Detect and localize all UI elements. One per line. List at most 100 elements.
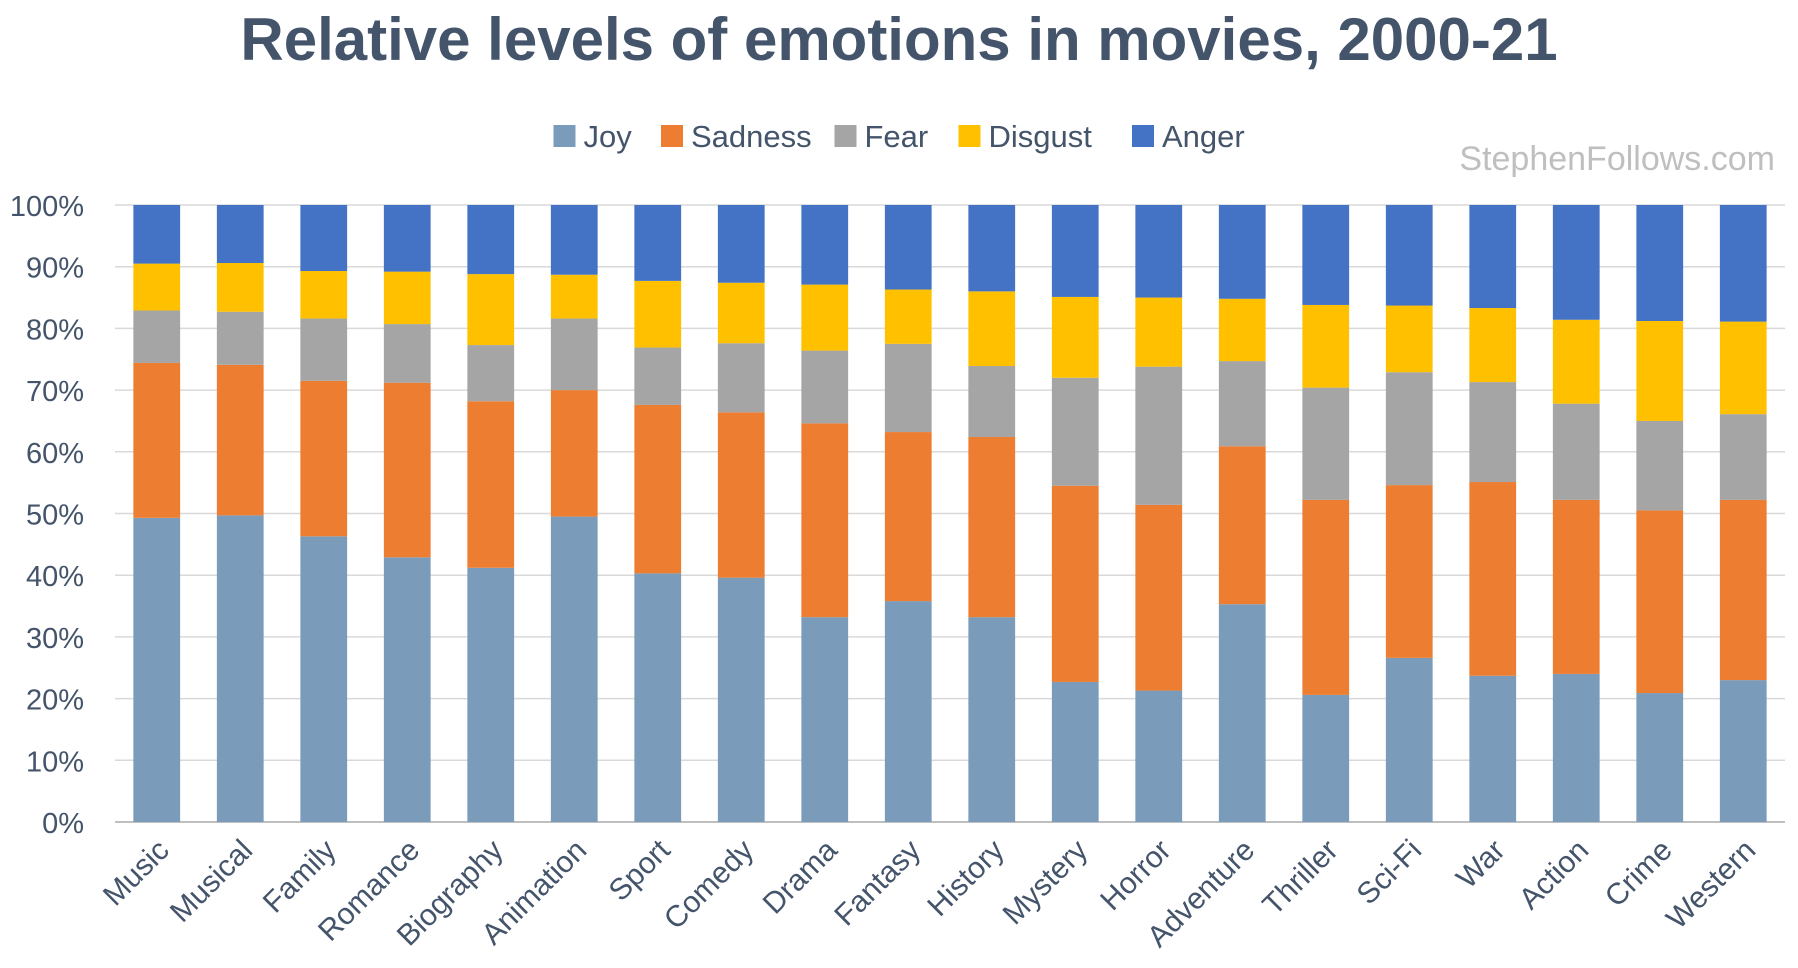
bar-anger-comedy xyxy=(717,205,765,283)
x-tick-label: Musical xyxy=(164,834,259,929)
y-tick-label: 50% xyxy=(26,500,84,532)
bar-fear-drama xyxy=(801,350,849,424)
legend-label: Sadness xyxy=(691,119,812,154)
y-tick-label: 0% xyxy=(42,808,84,840)
legend-swatch xyxy=(661,125,683,147)
bar-fear-western xyxy=(1719,414,1767,500)
bar-sadness-fantasy xyxy=(884,432,932,602)
bar-disgust-musical xyxy=(216,263,264,312)
bar-anger-western xyxy=(1719,205,1767,322)
bar-sadness-thriller xyxy=(1302,499,1350,695)
legend-item-joy: Joy xyxy=(553,119,633,154)
bars xyxy=(133,205,1767,822)
bar-sadness-action xyxy=(1552,499,1600,674)
legend-swatch xyxy=(834,125,857,147)
y-tick-label: 90% xyxy=(26,253,84,285)
chart-title: Relative levels of emotions in movies, 2… xyxy=(240,6,1557,73)
legend: Joy Sadness Fear Disgust Anger xyxy=(553,119,1245,154)
bar-sadness-romance xyxy=(383,382,431,558)
bar-anger-adventure xyxy=(1218,205,1266,299)
y-tick-label: 80% xyxy=(26,314,84,346)
y-tick-label: 100% xyxy=(10,191,84,223)
bar-fear-crime xyxy=(1636,420,1684,511)
bar-sadness-horror xyxy=(1135,504,1183,691)
bar-joy-biography xyxy=(467,567,515,822)
legend-item-anger: Anger xyxy=(1132,119,1245,154)
bar-joy-music xyxy=(133,517,181,822)
legend-label: Fear xyxy=(865,119,929,154)
bar-fear-romance xyxy=(383,324,431,383)
bar-joy-history xyxy=(968,617,1016,822)
bar-anger-sci-fi xyxy=(1385,205,1433,306)
bar-disgust-animation xyxy=(550,274,598,319)
bar-anger-drama xyxy=(801,205,849,285)
bar-fear-musical xyxy=(216,311,264,365)
bar-joy-family xyxy=(300,536,348,822)
bar-fear-sci-fi xyxy=(1385,372,1433,486)
bar-sadness-sci-fi xyxy=(1385,485,1433,658)
bar-sadness-history xyxy=(968,436,1016,618)
bar-disgust-mystery xyxy=(1051,296,1099,378)
bar-joy-war xyxy=(1469,675,1517,822)
x-tick-label: Music xyxy=(97,834,176,913)
bar-joy-crime xyxy=(1636,693,1684,822)
bar-anger-mystery xyxy=(1051,205,1099,297)
legend-item-sadness: Sadness xyxy=(661,119,812,154)
bar-fear-war xyxy=(1469,382,1517,483)
bar-sadness-crime xyxy=(1636,510,1684,694)
x-tick-label: Western xyxy=(1660,834,1762,936)
bar-disgust-western xyxy=(1719,321,1767,415)
bar-fear-mystery xyxy=(1051,377,1099,486)
bar-fear-family xyxy=(300,318,348,381)
bar-disgust-horror xyxy=(1135,297,1183,367)
bar-joy-animation xyxy=(550,516,598,822)
bar-joy-adventure xyxy=(1218,604,1266,822)
legend-label: Anger xyxy=(1162,119,1245,154)
bar-joy-thriller xyxy=(1302,694,1350,822)
bar-fear-thriller xyxy=(1302,387,1350,500)
bar-joy-sport xyxy=(634,573,682,822)
x-tick-label: Fantasy xyxy=(828,834,927,933)
legend-item-fear: Fear xyxy=(834,119,929,154)
bar-sadness-musical xyxy=(216,364,264,516)
legend-swatch xyxy=(553,125,576,147)
bar-disgust-biography xyxy=(467,274,515,346)
bar-fear-sport xyxy=(634,347,682,405)
bar-fear-biography xyxy=(467,345,515,402)
bar-anger-romance xyxy=(383,205,431,272)
bar-fear-fantasy xyxy=(884,343,932,433)
bar-disgust-drama xyxy=(801,284,849,351)
bar-disgust-war xyxy=(1469,308,1517,383)
bar-anger-sport xyxy=(634,205,682,281)
x-tick-label: Comedy xyxy=(658,834,760,936)
bar-joy-sci-fi xyxy=(1385,657,1433,822)
legend-label: Disgust xyxy=(989,119,1093,154)
bar-anger-family xyxy=(300,205,348,272)
x-tick-label: Crime xyxy=(1599,834,1679,914)
bar-fear-history xyxy=(968,366,1016,437)
bar-anger-musical xyxy=(216,205,264,263)
bar-sadness-western xyxy=(1719,499,1767,681)
bar-disgust-crime xyxy=(1636,321,1684,421)
y-tick-label: 20% xyxy=(26,685,84,717)
bar-sadness-adventure xyxy=(1218,446,1266,605)
bar-disgust-action xyxy=(1552,319,1600,404)
legend-swatch xyxy=(1132,125,1154,147)
legend-swatch xyxy=(958,125,981,147)
y-tick-label: 30% xyxy=(26,623,84,655)
y-axis: 0% 10% 20% 30% 40% 50% 60% 70% 80% 90% 100% xyxy=(10,191,1785,840)
bar-anger-music xyxy=(133,205,181,264)
bar-fear-horror xyxy=(1135,366,1183,505)
bar-disgust-family xyxy=(300,271,348,319)
bar-anger-history xyxy=(968,205,1016,292)
bar-disgust-comedy xyxy=(717,282,765,344)
bar-sadness-sport xyxy=(634,404,682,574)
x-tick-label: Mystery xyxy=(997,834,1095,932)
x-tick-label: Action xyxy=(1513,834,1595,916)
gridlines xyxy=(115,204,1785,762)
bar-disgust-adventure xyxy=(1218,298,1266,362)
bar-fear-adventure xyxy=(1218,361,1266,447)
x-tick-label: Horror xyxy=(1094,834,1177,917)
bar-sadness-war xyxy=(1469,482,1517,676)
legend-label: Joy xyxy=(584,119,633,154)
